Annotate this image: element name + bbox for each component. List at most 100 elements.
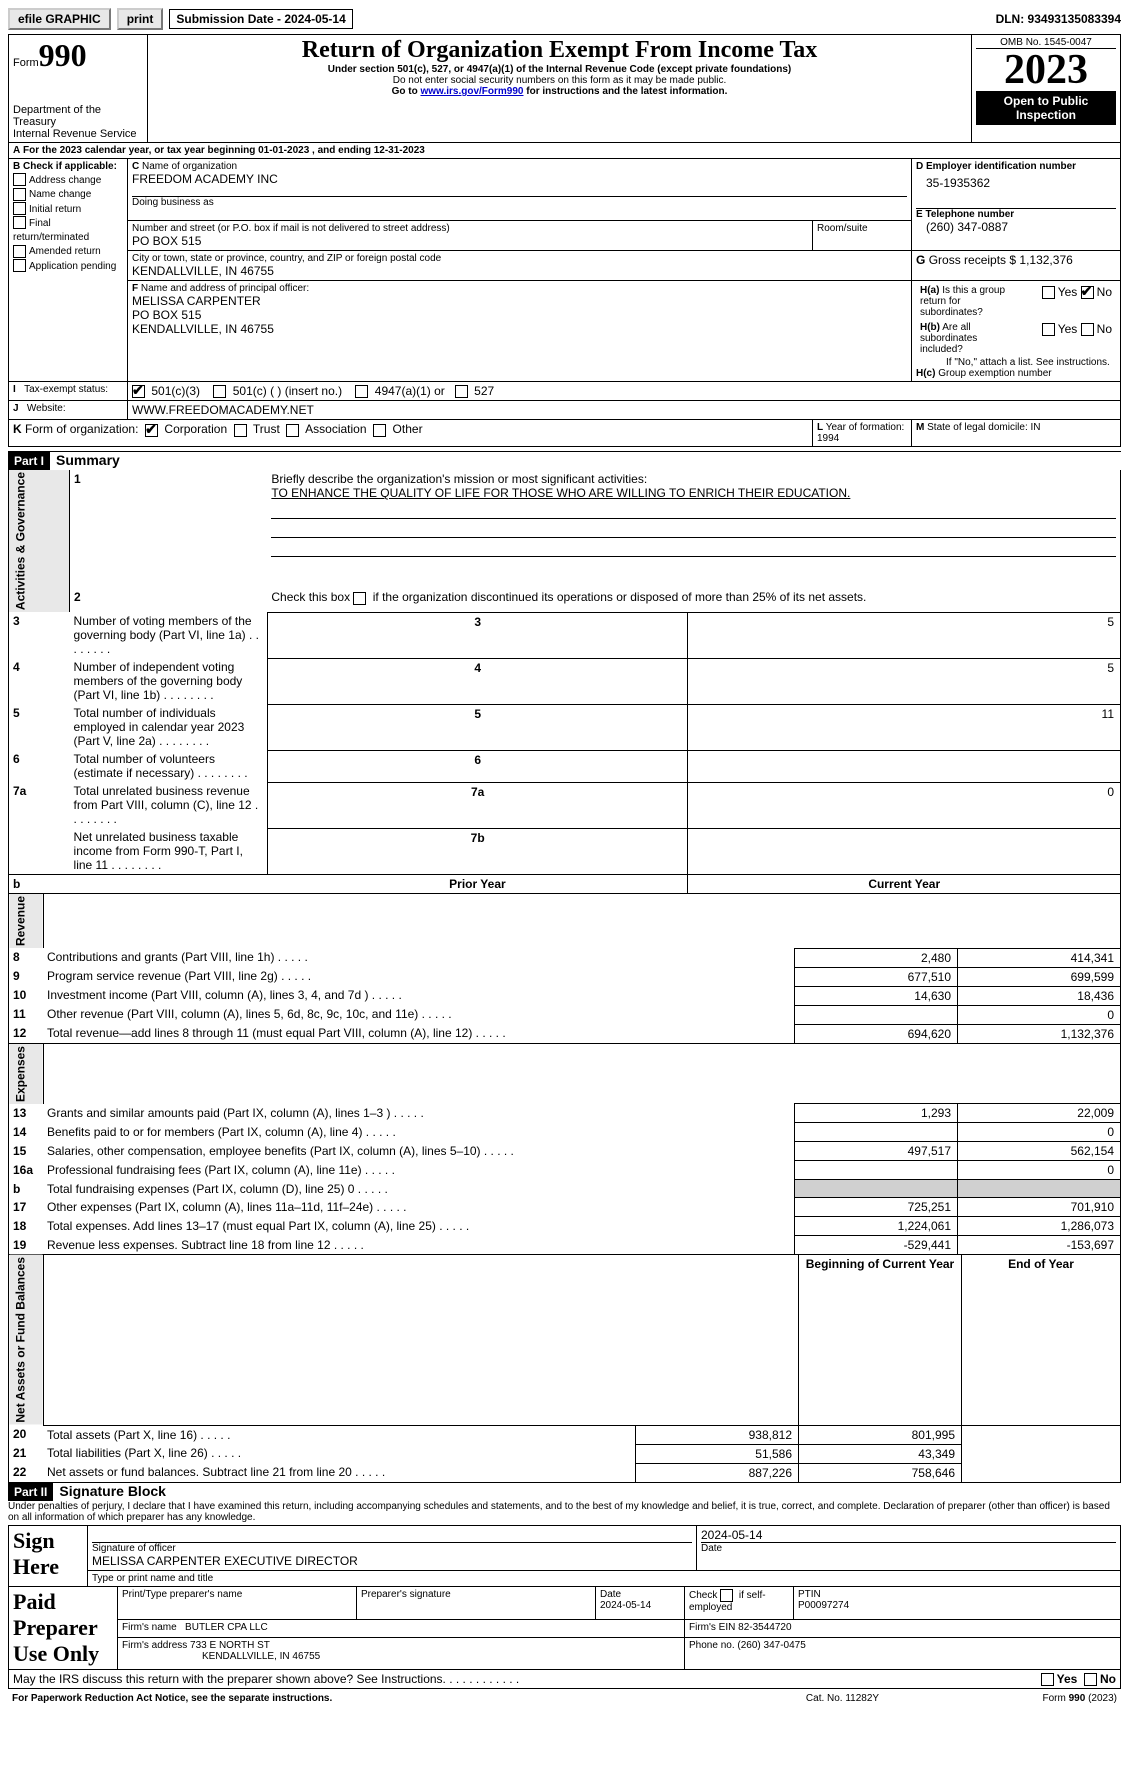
discuss-yes[interactable] (1041, 1673, 1054, 1686)
toolbar: efile GRAPHIC print Submission Date - 20… (8, 8, 1121, 30)
firm-name: BUTLER CPA LLC (185, 1622, 268, 1633)
open-inspection: Open to PublicInspection (976, 91, 1116, 125)
officer-label: F Name and address of principal officer: (132, 283, 907, 294)
netassets-table: Net Assets or Fund Balances Beginning of… (8, 1255, 1121, 1482)
chk-trust[interactable] (234, 424, 247, 437)
chk-other[interactable] (373, 424, 386, 437)
cat: Cat. No. 11282Y (751, 1691, 935, 1706)
chk-527[interactable] (455, 385, 468, 398)
side-rev: Revenue (9, 894, 44, 948)
section-b-label: B Check if applicable: (13, 161, 123, 172)
chk-501c3[interactable] (132, 385, 145, 398)
irs-link[interactable]: www.irs.gov/Form990 (420, 86, 523, 97)
sign-table: SignHere Signature of officer MELISSA CA… (8, 1526, 1121, 1587)
chk-address-change[interactable]: Address change (13, 172, 123, 186)
form-footer: Form 990 (2023) (934, 1691, 1121, 1706)
section-j-label: J Website: (9, 401, 128, 420)
addr: PO BOX 515 (132, 234, 808, 248)
hb-note: If "No," attach a list. See instructions… (946, 357, 1116, 368)
subtitle-3: Go to www.irs.gov/Form990 for instructio… (152, 86, 967, 97)
submission-date: Submission Date - 2024-05-14 (169, 9, 352, 29)
dba-label: Doing business as (132, 196, 907, 208)
sig-label: Signature of officer (92, 1543, 692, 1554)
pra: For Paperwork Reduction Act Notice, see … (8, 1691, 751, 1706)
th-prior: Prior Year (267, 875, 688, 894)
firm-ein: 82-3544720 (738, 1622, 791, 1633)
phone: (260) 347-0887 (926, 220, 1116, 234)
p-date: 2024-05-14 (600, 1600, 651, 1611)
print-button[interactable]: print (117, 8, 164, 30)
ein: 35-1935362 (926, 176, 1116, 190)
addr-label: Number and street (or P.O. box if mail i… (132, 223, 808, 234)
p-sig-label: Preparer's signature (357, 1587, 596, 1620)
revenue-table: Revenue 8Contributions and grants (Part … (8, 894, 1121, 1044)
city-label: City or town, state or province, country… (132, 253, 907, 264)
form-number: 990 (39, 37, 87, 73)
ha-yes[interactable] (1042, 286, 1055, 299)
l2: Check this box if the organization disco… (267, 588, 1120, 612)
chk-discontinued[interactable] (353, 592, 366, 605)
efile-button[interactable]: efile GRAPHIC (8, 8, 111, 30)
side-exp: Expenses (9, 1044, 44, 1104)
side-net: Net Assets or Fund Balances (9, 1255, 44, 1425)
org-name: FREEDOM ACADEMY INC (132, 172, 907, 186)
date-label: Date (701, 1543, 1116, 1554)
hb-yes[interactable] (1042, 323, 1055, 336)
chk-501c[interactable] (213, 385, 226, 398)
part1-table: Activities & Governance 1 Briefly descri… (8, 470, 1121, 894)
th-curr: Current Year (688, 875, 1121, 894)
section-k-label: Form of organization: (25, 422, 138, 436)
officer-name: MELISSA CARPENTER (132, 294, 907, 308)
header-table: Form990 Department of the TreasuryIntern… (8, 34, 1121, 143)
year-formation: Year of formation: 1994 (817, 422, 904, 444)
form-title: Return of Organization Exempt From Incom… (152, 37, 967, 64)
chk-final-return[interactable]: Final return/terminated (13, 215, 123, 243)
chk-corp[interactable] (145, 424, 158, 437)
preparer-table: PaidPreparerUse Only Print/Type preparer… (8, 1587, 1121, 1670)
officer-addr2: KENDALLVILLE, IN 46755 (132, 322, 907, 336)
p-name-label: Print/Type preparer's name (118, 1587, 357, 1620)
discuss-no[interactable] (1084, 1673, 1097, 1686)
chk-app-pending[interactable]: Application pending (13, 258, 123, 272)
discuss: May the IRS discuss this return with the… (9, 1670, 963, 1689)
state-domicile: State of legal domicile: IN (927, 422, 1040, 433)
part1-header: Part ISummary (8, 451, 1121, 470)
ein-label: D Employer identification number (916, 161, 1116, 172)
hb-no[interactable] (1081, 323, 1094, 336)
section-i-label: I Tax-exempt status: (9, 382, 128, 401)
website: WWW.FREEDOMACADEMY.NET (128, 401, 1121, 420)
ptin: P00097274 (798, 1600, 849, 1611)
chk-4947[interactable] (355, 385, 368, 398)
l1-label: Briefly describe the organization's miss… (271, 472, 647, 486)
sign-here: SignHere (9, 1526, 88, 1587)
room-label: Room/suite (813, 221, 912, 251)
side-ag: Activities & Governance (9, 470, 70, 612)
th-end: End of Year (962, 1255, 1121, 1425)
city: KENDALLVILLE, IN 46755 (132, 264, 907, 278)
chk-assoc[interactable] (286, 424, 299, 437)
firm-addr1: 733 E NORTH ST (190, 1640, 270, 1651)
paid-preparer: PaidPreparerUse Only (9, 1587, 118, 1670)
mission: TO ENHANCE THE QUALITY OF LIFE FOR THOSE… (271, 486, 850, 500)
phone-label: E Telephone number (916, 208, 1116, 220)
expenses-table: Expenses 13Grants and similar amounts pa… (8, 1044, 1121, 1256)
chk-amended[interactable]: Amended return (13, 243, 123, 257)
org-name-label: C Name of organization (132, 161, 907, 172)
form-label: Form (13, 57, 39, 69)
chk-initial-return[interactable]: Initial return (13, 201, 123, 215)
line-a: A For the 2023 calendar year, or tax yea… (9, 143, 1121, 159)
chk-name-change[interactable]: Name change (13, 186, 123, 200)
p-check: Check if self-employed (685, 1587, 794, 1620)
tax-year: 2023 (976, 49, 1116, 91)
type-label: Type or print name and title (88, 1570, 1121, 1586)
declaration: Under penalties of perjury, I declare th… (8, 1501, 1121, 1526)
chk-self-emp[interactable] (720, 1589, 733, 1602)
subtitle-1: Under section 501(c), 527, or 4947(a)(1)… (152, 64, 967, 75)
ha-no[interactable] (1081, 286, 1094, 299)
firm-addr2: KENDALLVILLE, IN 46755 (202, 1651, 680, 1662)
officer-addr1: PO BOX 515 (132, 308, 907, 322)
gross-receipts: G Gross receipts $ 1,132,376 (912, 251, 1121, 281)
entity-table: A For the 2023 calendar year, or tax yea… (8, 143, 1121, 447)
part2-header: Part IISignature Block (8, 1483, 1121, 1501)
dln: DLN: 93493135083394 (996, 12, 1121, 26)
